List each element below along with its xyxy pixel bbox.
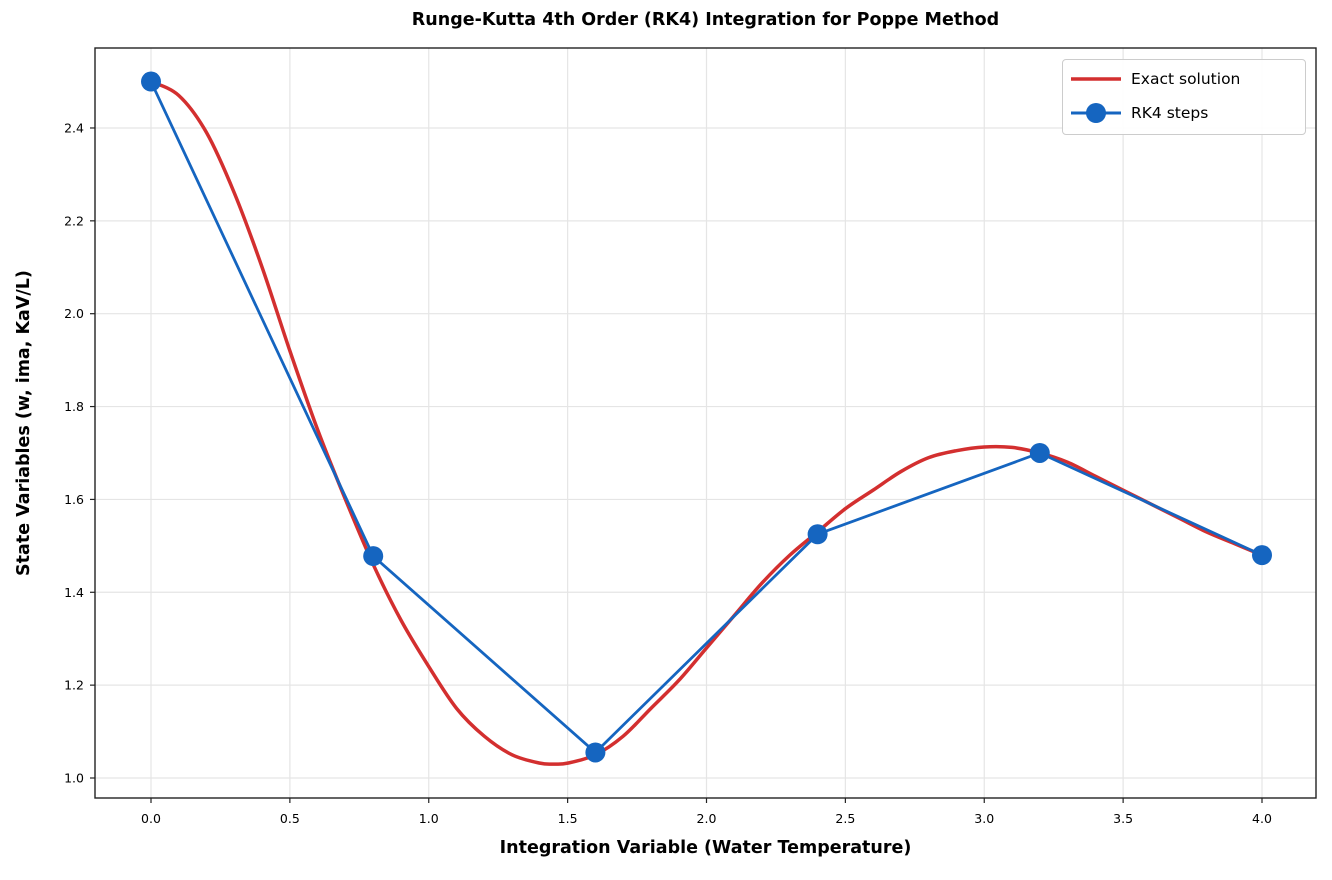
- x-tick-label: 0.5: [280, 811, 300, 826]
- series-layer: [141, 71, 1272, 766]
- rk4-steps-line: [149, 80, 1263, 754]
- legend-label: RK4 steps: [1131, 104, 1209, 122]
- blue-marker-line-icon: [1071, 103, 1121, 123]
- rk4-step-marker: [585, 742, 606, 763]
- rk4-step-marker: [141, 71, 161, 92]
- red-line-icon: [1071, 77, 1121, 81]
- chart-title: Runge-Kutta 4th Order (RK4) Integration …: [411, 10, 1000, 30]
- x-tick-label: 1.5: [558, 811, 578, 826]
- legend-item-rk4: RK4 steps: [1071, 98, 1208, 128]
- rk4-step-marker: [807, 524, 828, 545]
- y-tick-label: 1.0: [64, 771, 84, 786]
- x-tick-label: 3.5: [1113, 811, 1133, 826]
- exact-solution-line: [150, 79, 1263, 766]
- y-tick-label: 1.6: [64, 492, 84, 507]
- axes: 0.0 0.5 1.0 1.5 2.0 2.5 3.0 3.5 4.0 1.0 1.2 1.4 1.6 1…: [64, 47, 1317, 826]
- x-tick-label: 1.0: [419, 811, 439, 826]
- rk4-step-marker: [363, 546, 384, 567]
- x-tick-label: 4.0: [1252, 811, 1272, 826]
- x-axis-label: Integration Variable (Water Temperature): [499, 838, 912, 858]
- y-tick-label: 2.0: [64, 306, 84, 321]
- legend: Exact solution RK4 steps: [1062, 59, 1306, 135]
- axes-frame: [94, 47, 1317, 799]
- legend-item-exact: Exact solution: [1071, 64, 1240, 94]
- y-tick-label: 1.8: [64, 399, 84, 414]
- y-tick-label: 2.4: [64, 120, 84, 135]
- rk4-step-marker: [1029, 442, 1050, 463]
- legend-label: Exact solution: [1131, 70, 1241, 88]
- y-tick-label: 1.4: [64, 585, 84, 600]
- x-tick-label: 2.5: [835, 811, 855, 826]
- rk4-step-marker: [1252, 545, 1272, 566]
- x-tick-label: 2.0: [697, 811, 717, 826]
- grid-lines: [95, 48, 1316, 798]
- y-tick-label: 2.2: [64, 213, 84, 228]
- x-tick-label: 0.0: [141, 811, 161, 826]
- y-tick-label: 1.2: [64, 678, 84, 693]
- x-tick-label: 3.0: [974, 811, 994, 826]
